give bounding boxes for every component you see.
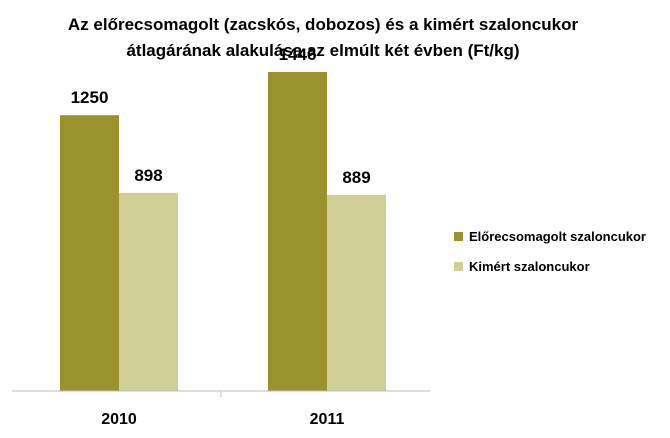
bar-loose-2010: [119, 192, 178, 391]
x-tick-label-2011: 2011: [310, 411, 345, 428]
data-label-prepackaged-2010: 1250: [71, 88, 109, 107]
data-label-loose-2010: 898: [134, 166, 162, 185]
bar-loose-2011: [327, 194, 386, 391]
data-label-loose-2011: 889: [342, 168, 370, 187]
x-tick-labels-group: 2010 2011: [101, 411, 344, 428]
chart-title-line-1: Az előrecsomagolt (zacskós, dobozos) és …: [68, 15, 579, 34]
x-tick-label-2010: 2010: [101, 411, 137, 428]
bars-group: [60, 71, 386, 391]
legend-swatch-prepackaged: [454, 232, 463, 241]
data-labels-group: 1250 898 1446 889: [71, 45, 371, 187]
data-label-prepackaged-2011: 1446: [279, 45, 317, 64]
legend-swatch-loose: [454, 262, 463, 271]
bar-prepackaged-2010: [60, 115, 119, 391]
chart-title-line-2: átlagárának alakulása az elmúlt két évbe…: [126, 41, 519, 60]
legend-label-prepackaged: Előrecsomagolt szaloncukor: [469, 229, 646, 244]
legend: Előrecsomagolt szaloncukor Kimért szalon…: [454, 229, 646, 274]
legend-label-loose: Kimért szaloncukor: [469, 259, 590, 274]
bar-prepackaged-2011: [268, 71, 327, 391]
